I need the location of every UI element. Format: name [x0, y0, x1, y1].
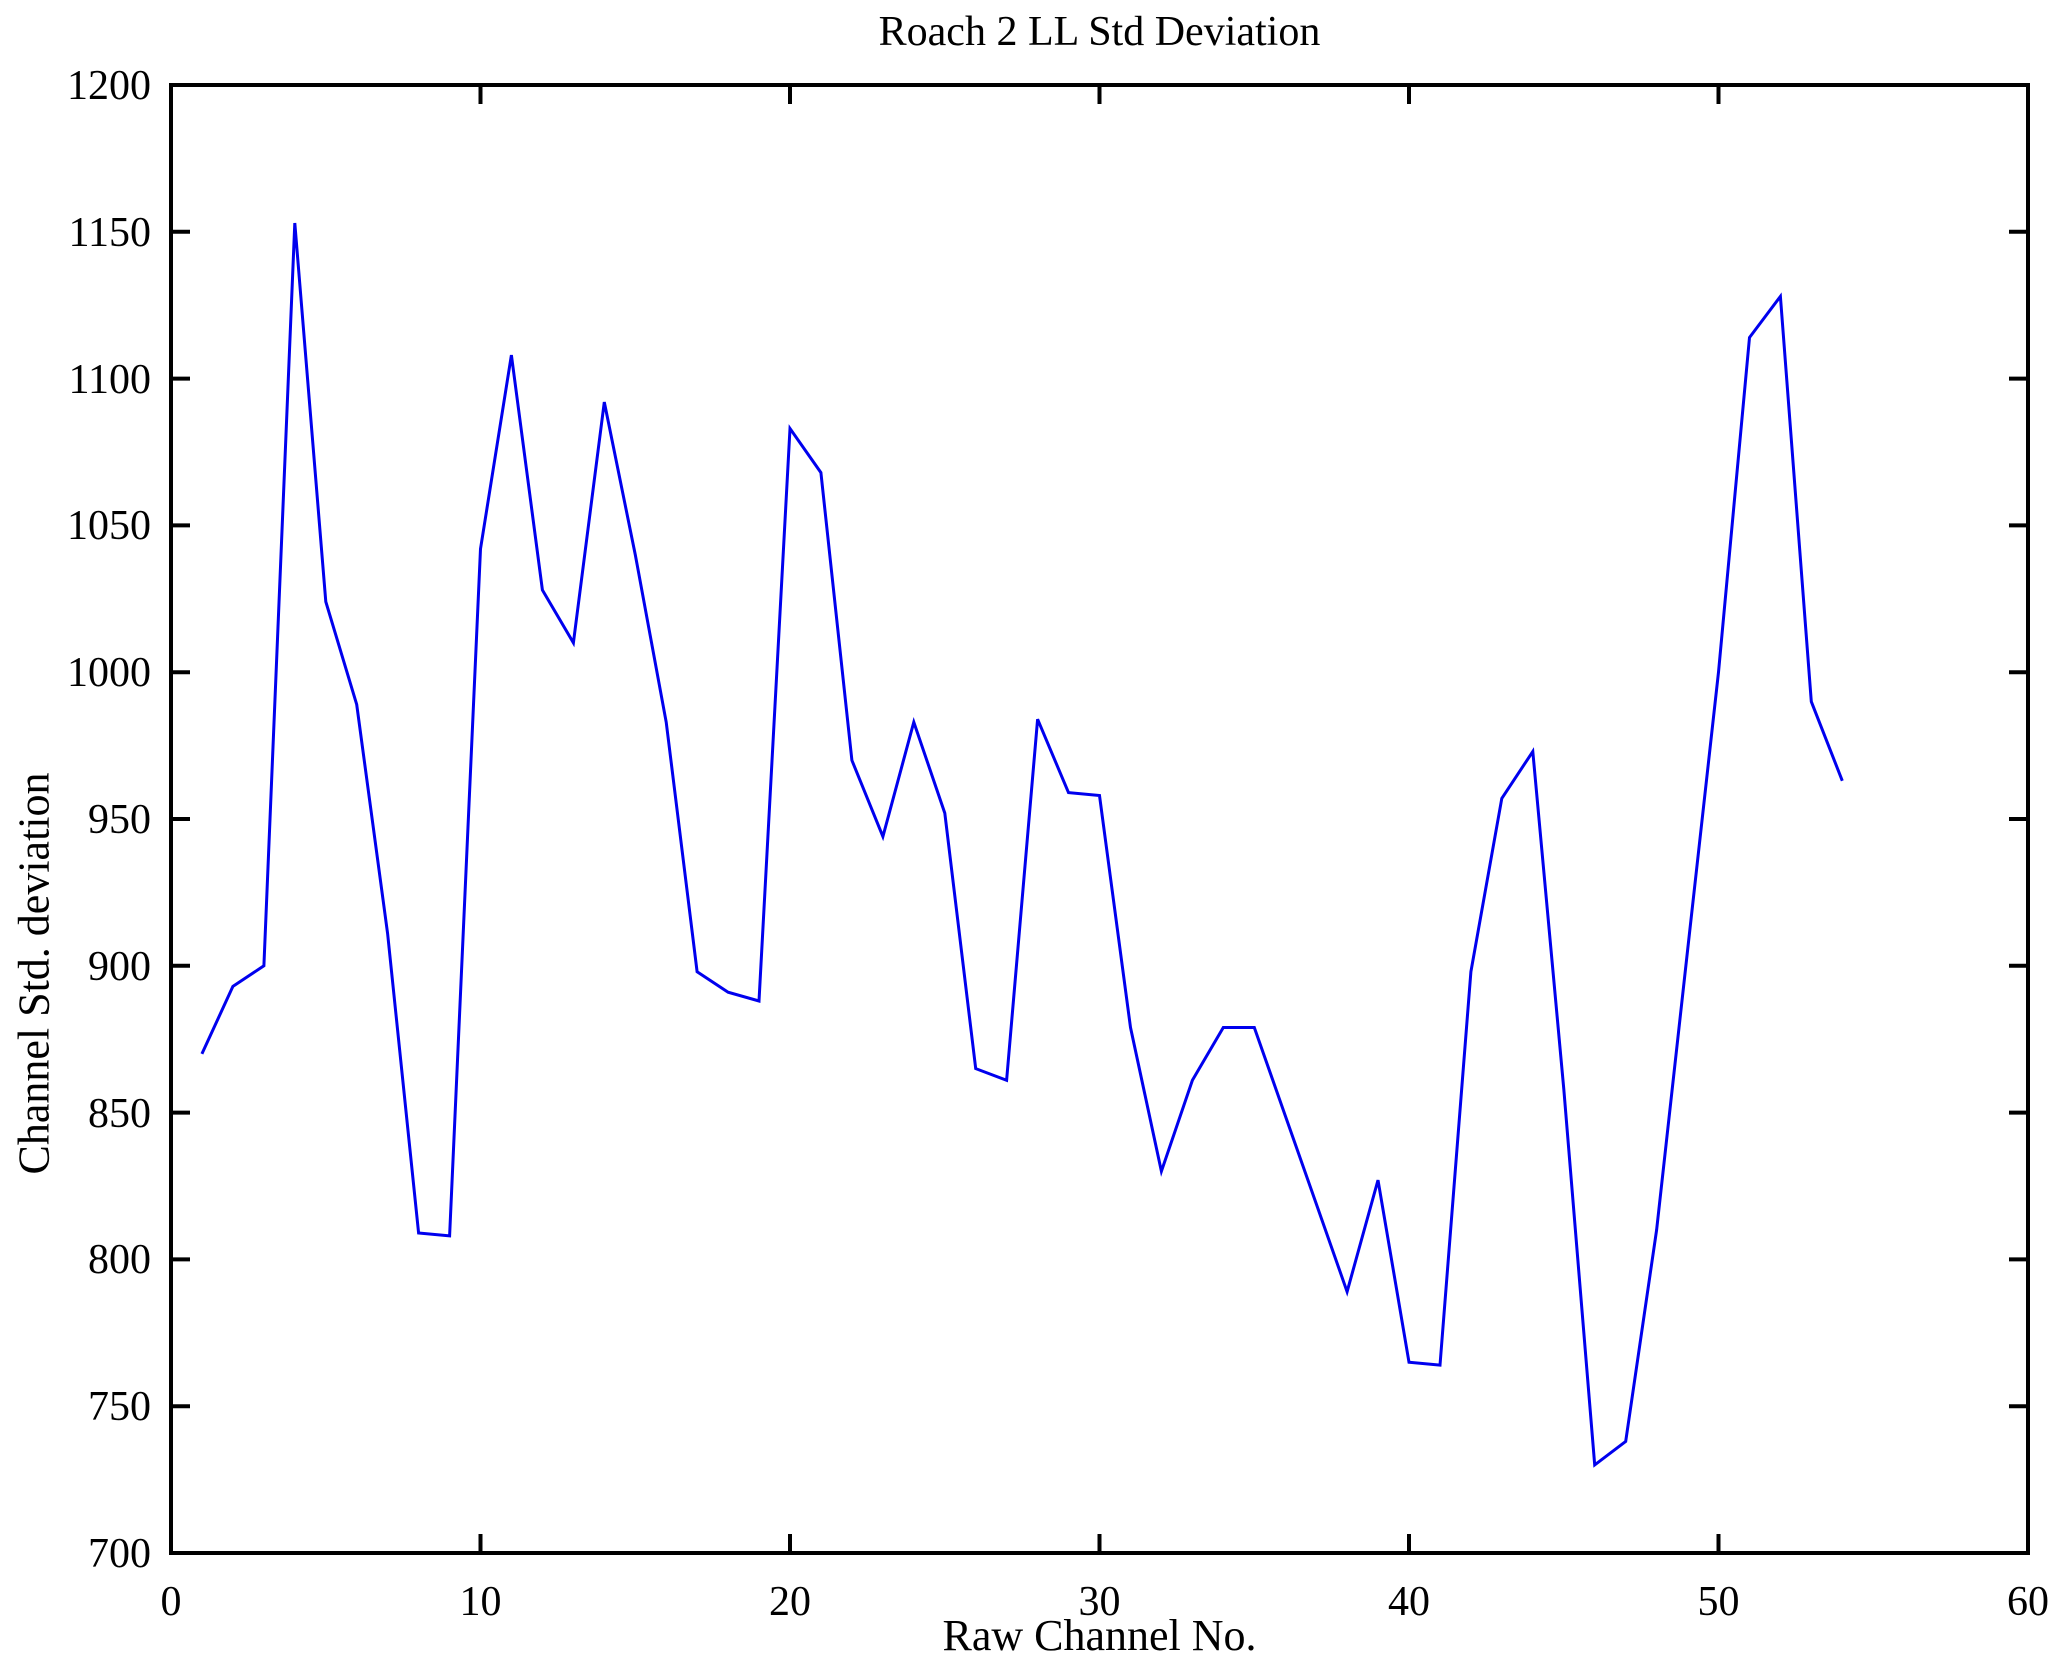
x-tick-label: 10	[459, 1579, 502, 1625]
y-tick-label: 850	[88, 1090, 151, 1137]
y-tick-label: 950	[88, 797, 151, 843]
data-line	[200, 222, 1844, 1468]
x-axis-label: Raw Channel No.	[942, 1611, 1257, 1660]
chart-title: Roach 2 LL Std Deviation	[878, 9, 1321, 55]
x-tick-label: 60	[2007, 1579, 2049, 1625]
y-tick-label: 1100	[68, 356, 151, 403]
x-tick-label: 20	[769, 1579, 811, 1625]
axes-box	[169, 83, 2030, 1555]
y-tick-label: 1150	[68, 209, 151, 256]
y-tick-label: 750	[88, 1384, 151, 1431]
y-tick-label: 1000	[67, 650, 151, 697]
y-tick-label: 700	[88, 1531, 151, 1577]
x-tick-label: 30	[1078, 1579, 1121, 1625]
x-tick-label: 50	[1697, 1579, 1740, 1625]
x-tick-label: 40	[1388, 1579, 1430, 1625]
y-tick-label: 800	[88, 1237, 151, 1284]
y-tick-label: 900	[88, 943, 151, 990]
y-tick-label: 1050	[67, 503, 151, 550]
x-tick-label: 0	[160, 1579, 182, 1625]
y-tick-label: 1200	[67, 63, 151, 109]
